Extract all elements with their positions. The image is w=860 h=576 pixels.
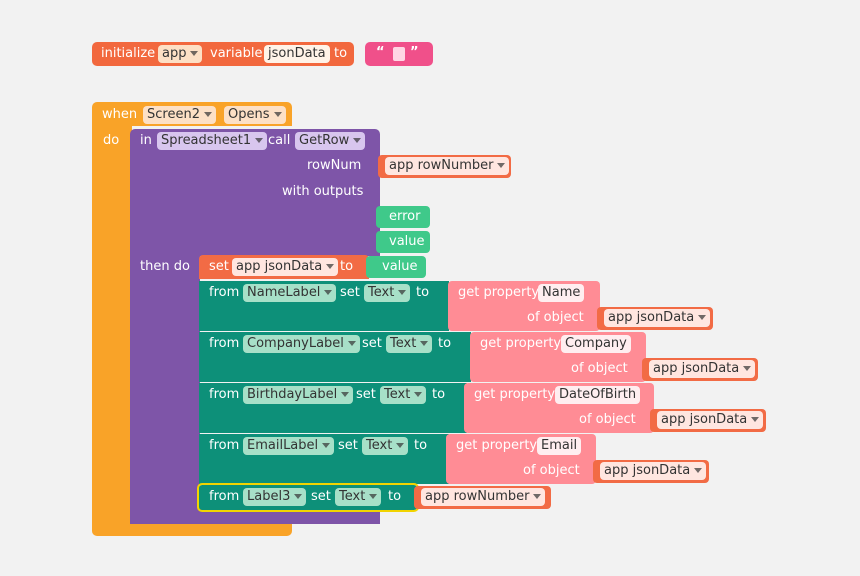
last-prop-dropdown[interactable]: Text: [335, 488, 382, 506]
row3-get-property-label: get property: [474, 387, 556, 402]
getrow-method-dropdown[interactable]: GetRow: [295, 132, 366, 150]
then-do-label: then do: [140, 259, 190, 274]
row4-prop-dropdown[interactable]: Text: [362, 437, 409, 455]
row3-from-label: from: [209, 387, 240, 402]
when-label: when: [102, 107, 138, 122]
row2-get-property-label: get property: [480, 336, 562, 351]
getrow-block[interactable]: [130, 129, 380, 256]
last-value-dropdown[interactable]: app rowNumber: [421, 488, 546, 506]
row2-field-field[interactable]: Company: [561, 335, 631, 353]
set-var-dropdown[interactable]: app jsonData: [232, 258, 339, 276]
row4-set-label: set: [338, 438, 358, 453]
output-error-block[interactable]: [376, 206, 430, 228]
getrow-call-label: call: [268, 133, 291, 148]
row2-set-label: set: [362, 336, 382, 351]
getrow-bottom: [130, 508, 380, 524]
event-name-dropdown[interactable]: Opens: [224, 106, 286, 124]
event-do-body: [92, 126, 132, 528]
row1-prop-dropdown[interactable]: Text: [364, 284, 411, 302]
row3-to-label: to: [432, 387, 446, 402]
row2-object-dropdown[interactable]: app jsonData: [649, 360, 756, 378]
row3-set-label: set: [356, 387, 376, 402]
row1-from-label: from: [209, 285, 240, 300]
last-to-label: to: [388, 489, 402, 504]
getrow-in-label: in: [140, 133, 152, 148]
row1-field-field[interactable]: Name: [538, 284, 585, 302]
set-label: set: [209, 259, 229, 274]
getrow-then-body: [130, 256, 200, 522]
close-quote: ”: [410, 45, 419, 60]
init-name-field[interactable]: jsonData: [264, 45, 330, 63]
set-to-label: to: [340, 259, 354, 274]
row1-get-property-label: get property: [458, 285, 540, 300]
empty-text-field[interactable]: [393, 47, 405, 61]
init-variable-label: variable: [210, 46, 263, 61]
rownum-label: rowNum: [307, 158, 362, 173]
row2-from-label: from: [209, 336, 240, 351]
last-component-dropdown[interactable]: Label3: [243, 488, 307, 506]
set-value-block[interactable]: [366, 256, 426, 278]
last-from-label: from: [209, 489, 240, 504]
do-label: do: [103, 133, 120, 148]
row3-prop-dropdown[interactable]: Text: [380, 386, 427, 404]
open-quote: “: [376, 45, 385, 60]
row1-object-dropdown[interactable]: app jsonData: [604, 309, 711, 327]
row1-component-dropdown[interactable]: NameLabel: [243, 284, 337, 302]
row4-field-field[interactable]: Email: [537, 437, 582, 455]
row1-to-label: to: [416, 285, 430, 300]
row4-get-property-label: get property: [456, 438, 538, 453]
row1-set-label: set: [340, 285, 360, 300]
last-set-label: set: [311, 489, 331, 504]
init-scope-dropdown[interactable]: app: [158, 45, 203, 63]
row4-component-dropdown[interactable]: EmailLabel: [243, 437, 335, 455]
row4-from-label: from: [209, 438, 240, 453]
row1-of-object-label: of object: [527, 310, 584, 325]
row2-prop-dropdown[interactable]: Text: [386, 335, 433, 353]
set-value-label: value: [382, 259, 418, 274]
row3-field-field[interactable]: DateOfBirth: [555, 386, 641, 404]
row3-of-object-label: of object: [579, 412, 636, 427]
init-initialize-label: initialize: [101, 46, 156, 61]
init-to-label: to: [334, 46, 348, 61]
row2-of-object-label: of object: [571, 361, 628, 376]
output-error-label: error: [389, 209, 421, 224]
row4-object-dropdown[interactable]: app jsonData: [600, 462, 707, 480]
rownum-variable-dropdown[interactable]: app rowNumber: [385, 157, 510, 175]
row3-component-dropdown[interactable]: BirthdayLabel: [243, 386, 354, 404]
row3-object-dropdown[interactable]: app jsonData: [657, 411, 764, 429]
row4-to-label: to: [414, 438, 428, 453]
row4-of-object-label: of object: [523, 463, 580, 478]
row2-component-dropdown[interactable]: CompanyLabel: [243, 335, 360, 353]
with-outputs-label: with outputs: [282, 184, 364, 199]
row2-to-label: to: [438, 336, 452, 351]
output-value-label: value: [389, 234, 425, 249]
output-value-block[interactable]: [376, 231, 430, 253]
event-component-dropdown[interactable]: Screen2: [143, 106, 216, 124]
getrow-component-dropdown[interactable]: Spreadsheet1: [157, 132, 268, 150]
